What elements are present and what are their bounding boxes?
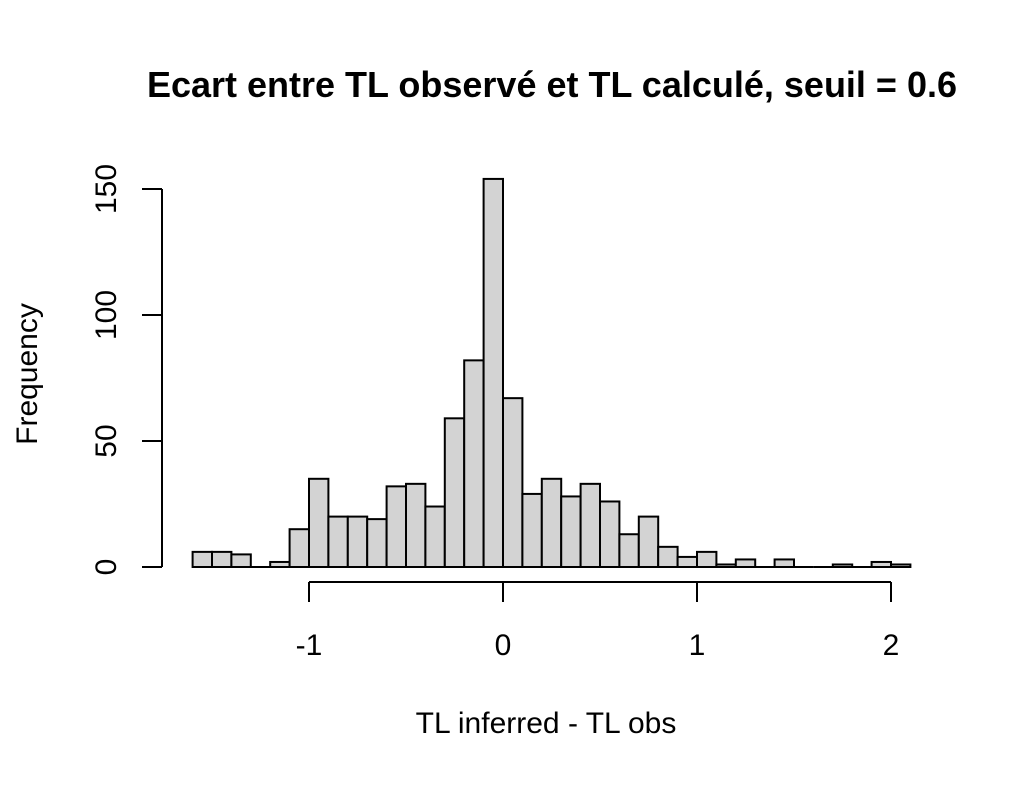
histogram-bar (346, 515, 369, 568)
histogram-bar (676, 555, 698, 568)
histogram-bar (269, 560, 291, 569)
histogram-bar (327, 515, 349, 568)
histogram-bar (230, 553, 252, 569)
x-tick-label: 0 (495, 629, 512, 662)
histogram-bar (599, 500, 621, 569)
x-axis: -1 0 1 2 (296, 581, 900, 662)
histogram-bar (831, 563, 854, 568)
histogram-bar (637, 515, 660, 568)
histogram-bar (308, 477, 330, 568)
histogram-bar (424, 505, 446, 568)
histogram-bar (560, 495, 582, 568)
histogram-bar (773, 558, 795, 569)
histogram-bar (715, 563, 737, 568)
histogram-bar (191, 550, 214, 569)
histogram-bar (405, 482, 427, 568)
x-tick-label: 1 (689, 629, 706, 662)
histogram-bar (521, 492, 543, 569)
bars-group (191, 177, 912, 569)
histogram-bar (734, 558, 757, 569)
y-axis: 0 50 100 150 (90, 164, 163, 576)
y-tick-label: 150 (90, 164, 123, 214)
histogram-bar (890, 563, 912, 568)
histogram-bar (540, 477, 563, 568)
y-tick-label: 100 (90, 290, 123, 340)
histogram-bar (579, 482, 601, 568)
y-axis-label: Frequency (11, 303, 44, 445)
histogram-bar (463, 359, 485, 568)
histogram-bar (482, 177, 505, 568)
x-tick-label: -1 (296, 629, 323, 662)
histogram-bar (618, 533, 640, 568)
x-axis-label: TL inferred - TL obs (416, 707, 677, 740)
histogram-bar (288, 528, 311, 569)
histogram-bar (366, 518, 388, 568)
histogram-bar (443, 417, 466, 568)
histogram-bar (696, 550, 718, 569)
histogram-bar (211, 550, 233, 569)
histogram-bar (870, 560, 892, 569)
y-tick-label: 50 (90, 424, 123, 457)
histogram-bar (657, 545, 679, 569)
y-tick-label: 0 (90, 559, 123, 576)
x-tick-label: 2 (883, 629, 900, 662)
histogram-bar (385, 485, 408, 568)
histogram-bar (502, 397, 524, 568)
chart-title: Ecart entre TL observé et TL calculé, se… (147, 64, 957, 105)
